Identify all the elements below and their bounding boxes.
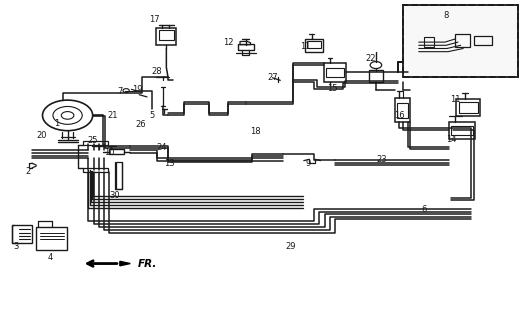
Bar — [238, 44, 254, 50]
Text: 6: 6 — [421, 205, 427, 214]
Bar — [305, 39, 323, 52]
Text: 13: 13 — [163, 159, 174, 168]
Bar — [324, 63, 346, 82]
Bar — [83, 168, 108, 172]
Text: 9: 9 — [305, 159, 311, 168]
Text: 24: 24 — [156, 143, 167, 152]
Text: 29: 29 — [286, 242, 296, 251]
Text: 12: 12 — [223, 38, 233, 47]
Text: 8: 8 — [444, 12, 449, 20]
Text: 25: 25 — [87, 136, 97, 145]
Bar — [110, 149, 124, 154]
Text: 7: 7 — [117, 87, 123, 96]
Polygon shape — [120, 261, 130, 266]
Bar — [451, 125, 473, 135]
Bar — [326, 68, 344, 77]
Bar — [458, 102, 478, 113]
Text: 26: 26 — [135, 120, 146, 129]
Text: 5: 5 — [150, 111, 155, 120]
Text: 22: 22 — [365, 53, 376, 62]
Text: 17: 17 — [149, 15, 160, 24]
Text: 19: 19 — [133, 85, 143, 94]
Bar — [456, 99, 480, 116]
Text: 16: 16 — [394, 111, 404, 120]
Bar — [157, 28, 176, 45]
Bar — [116, 162, 122, 189]
Text: 11: 11 — [300, 42, 310, 52]
Text: 23: 23 — [377, 155, 388, 164]
Bar — [12, 225, 32, 243]
Bar — [36, 227, 67, 250]
Bar — [403, 5, 518, 77]
Text: 3: 3 — [14, 242, 19, 251]
Text: 14: 14 — [446, 135, 456, 144]
Text: 10: 10 — [104, 148, 115, 156]
Bar — [455, 34, 470, 47]
Text: 27: 27 — [267, 73, 278, 82]
Text: 20: 20 — [36, 131, 47, 140]
Text: 18: 18 — [250, 127, 261, 136]
Bar — [424, 37, 434, 47]
Text: 21: 21 — [108, 111, 118, 120]
Text: 1: 1 — [54, 119, 60, 128]
Bar — [449, 122, 475, 139]
Text: 15: 15 — [328, 84, 338, 93]
Bar — [307, 42, 321, 49]
Text: 30: 30 — [110, 190, 120, 200]
Bar — [474, 36, 493, 45]
Bar — [369, 70, 383, 82]
Bar — [159, 30, 174, 40]
Bar — [397, 103, 408, 118]
Bar — [403, 5, 518, 77]
Text: 11: 11 — [450, 95, 461, 104]
Text: 2: 2 — [25, 167, 30, 176]
Text: FR.: FR. — [138, 259, 157, 268]
Text: 4: 4 — [48, 253, 53, 262]
Text: 28: 28 — [151, 67, 162, 76]
Bar — [83, 141, 108, 145]
Bar — [395, 98, 410, 122]
